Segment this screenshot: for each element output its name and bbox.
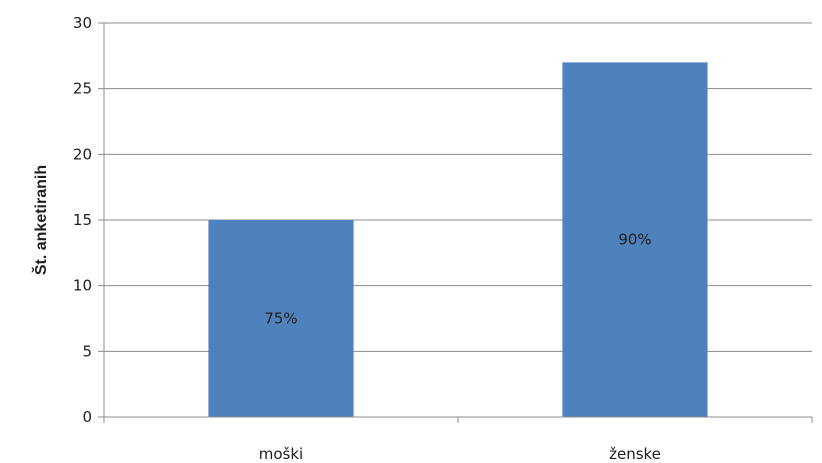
y-tick-label: 30: [73, 14, 92, 32]
y-tick-label: 5: [82, 342, 92, 360]
bar-0: [208, 220, 354, 417]
y-tick-label: 10: [73, 277, 92, 295]
data-label: 90%: [618, 231, 651, 249]
data-label: 75%: [264, 310, 297, 328]
bars: 75% 90%: [208, 62, 708, 418]
bar-1: [562, 62, 708, 418]
y-tick-label: 15: [73, 211, 92, 229]
y-tick-label: 0: [82, 408, 92, 426]
y-axis-ticks: 0 5 10 15 20 25 30: [73, 14, 104, 426]
y-axis-title: Št. anketiranih: [31, 165, 50, 275]
x-axis: moški ženske: [103, 416, 813, 463]
y-tick-label: 25: [73, 80, 92, 98]
x-tick-label: moški: [259, 445, 303, 463]
y-tick-label: 20: [73, 145, 92, 163]
x-tick-label: ženske: [609, 445, 661, 463]
